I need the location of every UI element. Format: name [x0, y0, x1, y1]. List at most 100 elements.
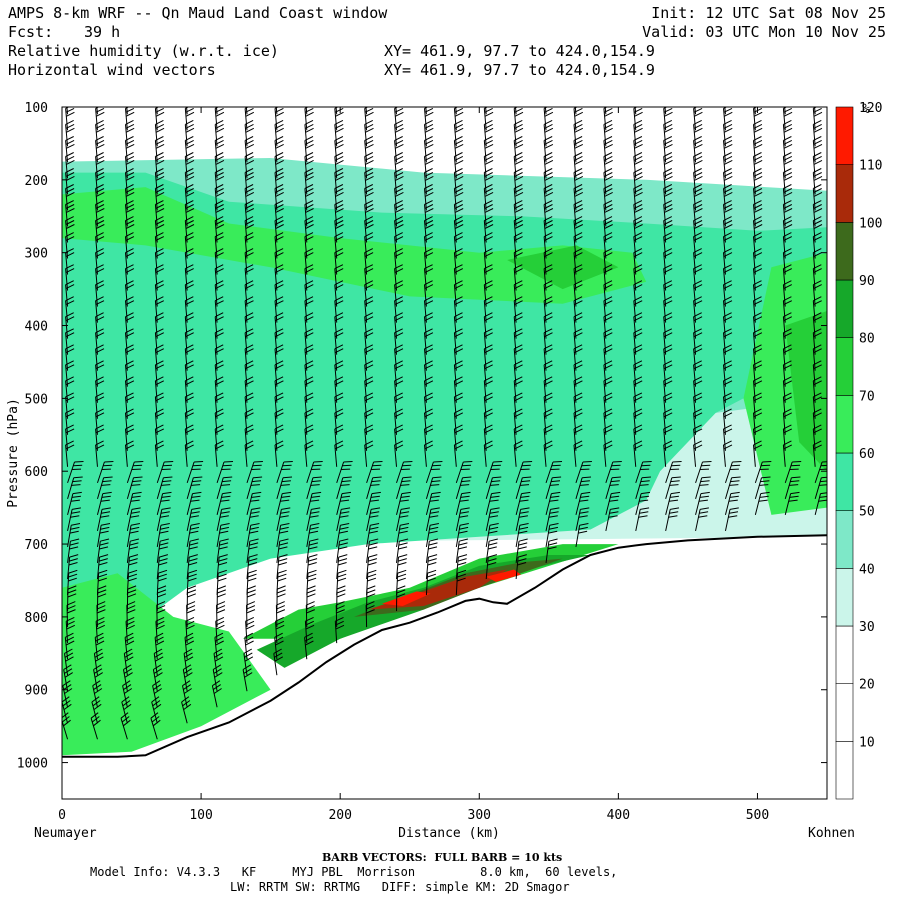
wind-barb [513, 312, 523, 339]
wind-barb [483, 280, 493, 307]
wind-barb [244, 248, 254, 275]
wind-barb [246, 554, 258, 580]
wind-barb [603, 248, 613, 275]
wind-barb [723, 136, 733, 163]
wind-barb [633, 312, 643, 339]
wind-barb [424, 312, 434, 339]
wind-barb [184, 248, 194, 275]
wind-barb [455, 523, 469, 548]
wind-barb [184, 152, 195, 179]
wind-barb [244, 632, 254, 660]
wind-barb [394, 119, 404, 147]
wind-barb [455, 476, 472, 500]
wind-barb [154, 119, 165, 147]
wind-barb [753, 328, 763, 355]
wind-barb [573, 344, 583, 371]
wind-barb [214, 119, 225, 147]
colorbar-tick-label: 50 [859, 505, 875, 520]
rh-region-70-upper [507, 245, 619, 290]
wind-barb [125, 280, 135, 307]
wind-barb [633, 296, 643, 323]
wind-barb [453, 328, 464, 355]
wind-barb [693, 107, 703, 131]
wind-barb [304, 216, 314, 243]
wind-barb [336, 538, 349, 564]
wind-barb [603, 360, 613, 387]
wind-barb [95, 119, 105, 147]
wind-barb [693, 280, 703, 307]
wind-barb [154, 424, 165, 451]
wind-barb [603, 216, 613, 243]
wind-barb [156, 601, 166, 628]
wind-barb [425, 507, 440, 532]
wind-barb [244, 264, 254, 291]
wind-barb [485, 491, 501, 516]
wind-barb [633, 440, 643, 467]
wind-barb [334, 107, 344, 131]
wind-barb [663, 392, 673, 419]
wind-barb [754, 461, 772, 484]
colorbar-tick-label: 100 [859, 216, 882, 231]
wind-barb [574, 107, 577, 115]
wind-barb [603, 440, 613, 467]
wind-barb [543, 296, 553, 323]
wind-barb [723, 296, 733, 323]
wind-barb [67, 491, 82, 516]
wind-barb [154, 296, 165, 323]
wind-barb [633, 344, 643, 371]
wind-barb [633, 107, 643, 131]
wind-barb [394, 408, 404, 435]
wind-barb [513, 216, 524, 243]
wind-barb [782, 264, 793, 291]
wind-barb [782, 136, 793, 163]
wind-barb [455, 554, 468, 580]
wind-barb [573, 152, 584, 179]
wind-barb [395, 107, 398, 115]
wind-barb [425, 491, 441, 516]
wind-barb [246, 491, 262, 516]
wind-barb [782, 152, 793, 179]
wind-barb [125, 440, 135, 467]
wind-barb [424, 424, 434, 451]
wind-barb [753, 168, 763, 195]
wind-barb [483, 107, 494, 131]
wind-barb [95, 200, 105, 227]
wind-barb [394, 424, 404, 451]
wind-barb [812, 136, 823, 163]
wind-barb [304, 424, 314, 451]
wind-barb [424, 296, 434, 323]
wind-barb [304, 136, 314, 163]
wind-barb [304, 408, 314, 435]
wind-barb [124, 632, 135, 660]
wind-barb [663, 360, 673, 387]
wind-barb [453, 168, 464, 195]
wind-barb [125, 136, 135, 163]
x-tick-label: 0 [58, 808, 66, 823]
wind-barb [695, 476, 711, 500]
terrain-fill [62, 535, 827, 799]
wind-barb [184, 168, 195, 195]
wind-barb [184, 328, 194, 355]
barb-note: BARB VECTORS: FULL BARB = 10 kts [322, 851, 563, 864]
wind-barb [812, 232, 822, 259]
wind-barb [394, 440, 404, 467]
wind-barb [782, 440, 793, 467]
wind-barb [543, 152, 554, 179]
wind-barb [513, 264, 523, 291]
wind-barb [573, 200, 584, 227]
wind-barb [306, 507, 321, 532]
wind-barb [814, 492, 827, 516]
wind-barb [125, 184, 135, 211]
wind-barb [396, 585, 406, 612]
wind-barb [543, 312, 553, 339]
wind-barb [693, 184, 703, 211]
wind-barb [812, 424, 822, 451]
wind-barb [545, 461, 563, 484]
wind-barb [366, 538, 379, 564]
wind-barb [334, 136, 344, 163]
wind-barb [543, 376, 553, 403]
wind-barb [184, 312, 194, 339]
wind-barb [335, 601, 345, 628]
wind-barb [513, 184, 524, 211]
colorbar-swatch [835, 106, 854, 166]
